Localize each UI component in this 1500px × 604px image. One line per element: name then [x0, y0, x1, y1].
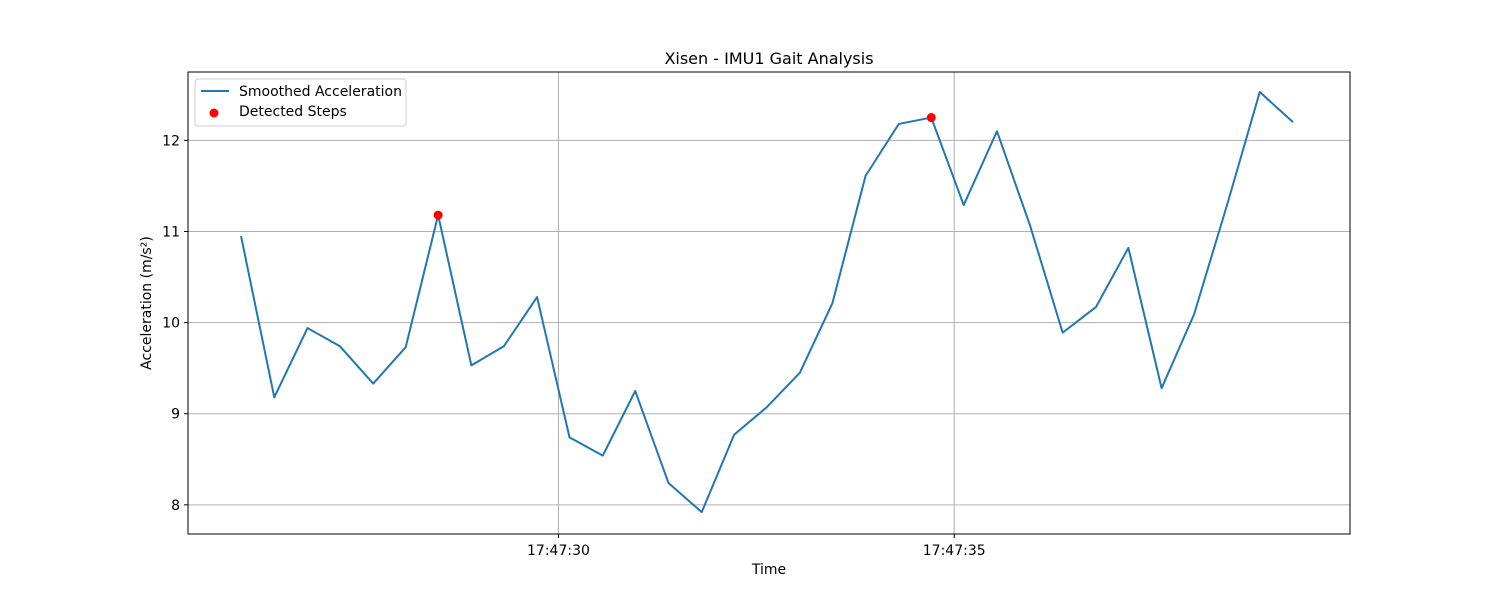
plot-frame [187, 71, 1351, 535]
legend-box [194, 78, 407, 127]
chart-title: Xisen - IMU1 Gait Analysis [664, 49, 873, 68]
y-tick-label: 9 [171, 407, 180, 423]
legend-label-smoothed: Smoothed Acceleration [239, 84, 402, 100]
y-tick-label: 12 [162, 133, 180, 149]
legend-label-steps: Detected Steps [239, 104, 347, 120]
step-point [433, 210, 443, 220]
x-tick-label: 17:47:35 [923, 543, 986, 559]
y-axis-label: Acceleration (m/s²) [139, 236, 155, 370]
acceleration-line [240, 91, 1294, 514]
legend-dot-swatch [209, 108, 219, 118]
step-point [926, 113, 936, 123]
grid [188, 72, 1350, 534]
legend: Smoothed Acceleration Detected Steps [194, 78, 407, 127]
y-tick-label: 10 [162, 316, 180, 332]
x-tick-label: 17:47:30 [527, 543, 590, 559]
y-tick-label: 11 [162, 224, 180, 240]
axis-ticks: 8 9 10 11 12 17:47:30 17:47:35 [162, 133, 985, 559]
plot-series [240, 91, 1294, 514]
x-axis-label: Time [751, 562, 786, 578]
y-tick-label: 8 [171, 498, 180, 514]
